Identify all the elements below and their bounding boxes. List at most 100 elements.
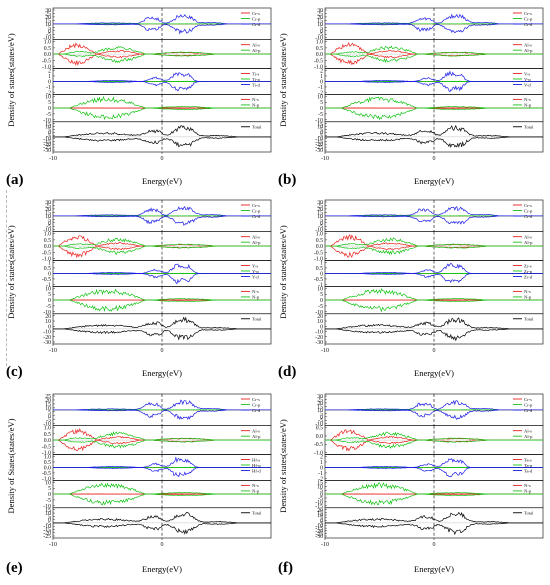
y-tick-label: -0.5 — [314, 250, 323, 256]
legend-label: Hf-p — [252, 463, 261, 468]
legend-label: N-s — [524, 483, 531, 488]
x-tick-label: -10 — [321, 156, 329, 162]
legend-label: N-s — [524, 289, 531, 294]
legend-label: Ti-p — [252, 77, 260, 82]
panel-letter: (c) — [6, 364, 23, 380]
legend-label: Y-p — [252, 269, 259, 274]
y-tick-label: 0.0 — [316, 434, 323, 440]
subplot-row-2: 1.00.50.0-0.5-1.0Al-sAl-p — [314, 232, 543, 263]
x-tick-label: 0 — [161, 348, 164, 354]
legend-label: N-s — [252, 289, 259, 294]
legend-label: Cr-p — [252, 208, 261, 213]
x-axis-label: Energy(eV) — [142, 368, 182, 378]
legend-label: Total — [524, 317, 534, 322]
y-tick-label: 0.5 — [44, 46, 51, 52]
subplot-row-3: 210-1-2V-sV-pV-d — [318, 68, 543, 96]
legend-label: Ti-d — [252, 82, 260, 87]
legend-label: Cr-s — [524, 397, 532, 402]
dos-curve-md-up — [53, 458, 271, 468]
dos-panel-e: Density of States(states/eV)2520151050-5… — [6, 394, 271, 576]
legend-label: Cr-p — [252, 402, 261, 407]
x-axis-label: Energy(eV) — [142, 176, 182, 186]
legend-label: Al-s — [524, 42, 532, 47]
legend-label: Total — [252, 125, 262, 130]
x-tick-label: -10 — [49, 542, 57, 548]
legend-label: Al-p — [524, 240, 533, 245]
legend-label: Al-p — [252, 434, 261, 439]
x-tick-label: 0 — [161, 542, 164, 548]
y-axis-label: Density of states(states/eV) — [278, 33, 288, 127]
legend-label: V-p — [524, 77, 531, 82]
y-tick-label: -30 — [315, 534, 323, 540]
dos-panel-b: Density of states(states/eV)302520151050… — [278, 8, 543, 188]
y-tick-label: -30 — [43, 340, 51, 346]
x-axis-label: Energy(eV) — [414, 176, 454, 186]
subplot-row-3: 1.00.50.0-0.5-1.0Hf-sHf-pHf-d — [42, 454, 271, 482]
legend-label: Al-s — [252, 234, 260, 239]
legend-label: Ta-p — [524, 463, 533, 468]
subplot-row-2: 1.00.50.0-0.5-1.0Al-sAl-p — [42, 40, 271, 71]
legend-label: Y-s — [252, 263, 258, 268]
legend-label: Total — [524, 511, 534, 516]
y-tick-label: 1.0 — [44, 426, 51, 432]
y-tick-label: 1.0 — [316, 232, 323, 238]
subplot-row-2: 1.00.50.0-0.5-1.0Al-sAl-p — [42, 426, 271, 457]
x-tick-label: -10 — [321, 348, 329, 354]
x-tick-label: -10 — [49, 348, 57, 354]
legend-label: Ti-s — [252, 71, 259, 76]
y-tick-label: 0.5 — [316, 426, 323, 432]
legend-label: Y-d — [252, 274, 259, 279]
legend-label: Al-s — [252, 42, 260, 47]
legend-label: Cr-s — [524, 11, 532, 16]
legend-label: Al-p — [524, 434, 533, 439]
legend-label: Cr-s — [252, 397, 260, 402]
legend-label: Zr-d — [524, 274, 533, 279]
y-axis-label: Density of states(states/eV) — [6, 33, 16, 127]
legend-label: N-p — [252, 295, 260, 300]
legend-label: Al-p — [524, 48, 533, 53]
subplot-row-3: 10.50-0.5-1Y-sY-pY-d — [42, 260, 271, 288]
dos-panel-a: Density of states(states/eV)302520151050… — [6, 8, 271, 188]
legend-label: Cr-d — [252, 22, 261, 27]
panel-letter: (d) — [278, 364, 296, 380]
legend-label: Cr-d — [524, 408, 533, 413]
y-tick-label: -30 — [43, 148, 51, 154]
legend-label: Al-p — [252, 240, 261, 245]
y-axis-label: Density of states(states/eV) — [6, 225, 16, 319]
legend-label: V-d — [524, 82, 531, 87]
y-tick-label: -0.5 — [42, 250, 51, 256]
legend-label: Cr-d — [524, 22, 533, 27]
y-tick-label: 0.0 — [44, 52, 51, 58]
legend-label: Cr-p — [252, 16, 261, 21]
y-tick-label: 0.0 — [44, 438, 51, 444]
subplot-row-3: 10.50-0.5-1Zr-sZr-pZr-d — [314, 260, 543, 288]
legend-label: Total — [524, 125, 534, 130]
legend-label: Cr-p — [524, 16, 533, 21]
legend-label: N-s — [524, 97, 531, 102]
y-axis-label: Density of states(states/eV) — [278, 225, 288, 319]
x-axis-label: Energy(eV) — [142, 564, 182, 574]
y-tick-label: -0.5 — [314, 58, 323, 64]
legend-label: Hf-d — [252, 468, 261, 473]
legend-label: Cr-s — [524, 203, 532, 208]
y-tick-label: 1.0 — [44, 232, 51, 238]
dos-panel-f: Density of states(states/eV)302520151050… — [278, 394, 543, 576]
x-axis-label: Energy(eV) — [414, 564, 454, 574]
subplot-row-2: 1.00.50.0-0.5-1.0Al-sAl-p — [42, 232, 271, 263]
legend-label: Hf-s — [252, 457, 260, 462]
panel-letter: (b) — [278, 172, 296, 188]
legend-label: Al-s — [252, 428, 260, 433]
y-tick-label: -0.5 — [42, 58, 51, 64]
legend-label: N-p — [252, 103, 260, 108]
